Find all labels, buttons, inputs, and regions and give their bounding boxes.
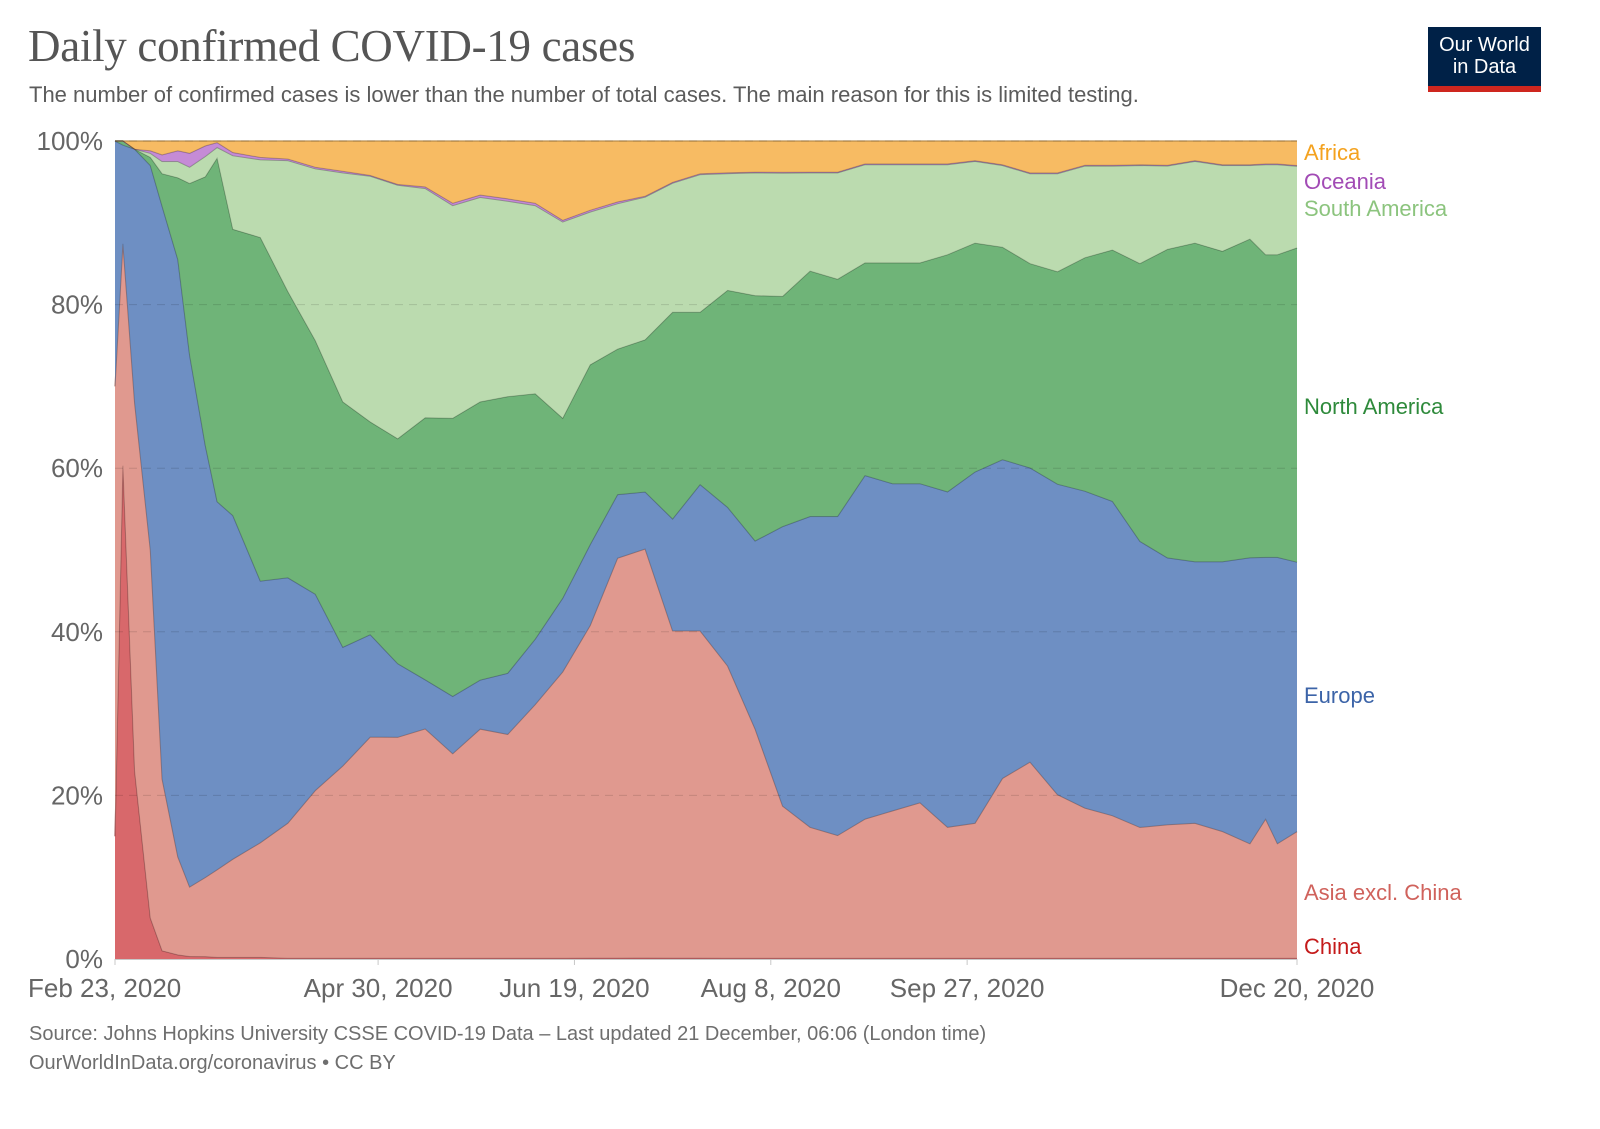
chart-subtitle: The number of confirmed cases is lower t… bbox=[29, 82, 1139, 107]
series-label-asia-excl-china[interactable]: Asia excl. China bbox=[1304, 880, 1463, 905]
area-layer bbox=[114, 140, 1298, 959]
x-tick-label: Feb 23, 2020 bbox=[28, 973, 181, 1003]
x-tick-label: Sep 27, 2020 bbox=[890, 973, 1045, 1003]
edge-south-america bbox=[115, 140, 1298, 223]
y-tick-label: 60% bbox=[51, 453, 103, 483]
series-label-south-america[interactable]: South America bbox=[1304, 196, 1448, 221]
x-tick-label: Apr 30, 2020 bbox=[304, 973, 453, 1003]
chart-title: Daily confirmed COVID-19 cases bbox=[28, 21, 636, 71]
axes-layer: 0% 20% 40% 60% 80% 100% Feb 23, 2020 Apr 30, 20… bbox=[28, 126, 1374, 1003]
logo-line-2: in Data bbox=[1452, 55, 1517, 78]
owid-logo[interactable]: Our World in Data bbox=[1428, 27, 1541, 92]
area-north-america[interactable] bbox=[115, 141, 1297, 697]
grid-layer bbox=[115, 140, 1297, 796]
area-asia-excl-china[interactable] bbox=[115, 243, 1297, 959]
y-tick-label: 80% bbox=[51, 290, 103, 320]
series-label-africa[interactable]: Africa bbox=[1304, 140, 1361, 165]
source-note: Source: Johns Hopkins University CSSE CO… bbox=[29, 1023, 987, 1045]
x-tick-label: Jun 19, 2020 bbox=[499, 973, 649, 1003]
logo-line-1: Our World bbox=[1439, 33, 1530, 56]
edge-europe bbox=[114, 140, 1298, 697]
series-label-europe[interactable]: Europe bbox=[1304, 683, 1375, 708]
x-tick-label: Dec 20, 2020 bbox=[1220, 973, 1375, 1003]
series-label-layer: China Asia excl. China Europe North America… bbox=[1304, 140, 1463, 959]
x-tick-label: Aug 8, 2020 bbox=[701, 973, 841, 1003]
area-africa[interactable] bbox=[115, 141, 1297, 221]
y-tick-label: 100% bbox=[37, 126, 104, 156]
y-tick-label: 20% bbox=[51, 780, 103, 810]
area-europe[interactable] bbox=[115, 141, 1297, 887]
y-tick-label: 0% bbox=[65, 944, 103, 974]
series-label-china[interactable]: China bbox=[1304, 934, 1362, 959]
area-south-america[interactable] bbox=[115, 141, 1297, 439]
y-tick-label: 40% bbox=[51, 617, 103, 647]
series-label-north-america[interactable]: North America bbox=[1304, 394, 1444, 419]
series-label-oceania[interactable]: Oceania bbox=[1304, 169, 1387, 194]
edge-asia-excl-china bbox=[114, 243, 1298, 888]
edge-north-america bbox=[115, 140, 1298, 440]
edge-oceania bbox=[115, 140, 1298, 221]
license-link[interactable]: OurWorldInData.org/coronavirus • CC BY bbox=[29, 1052, 396, 1074]
edge-china bbox=[114, 465, 1297, 959]
